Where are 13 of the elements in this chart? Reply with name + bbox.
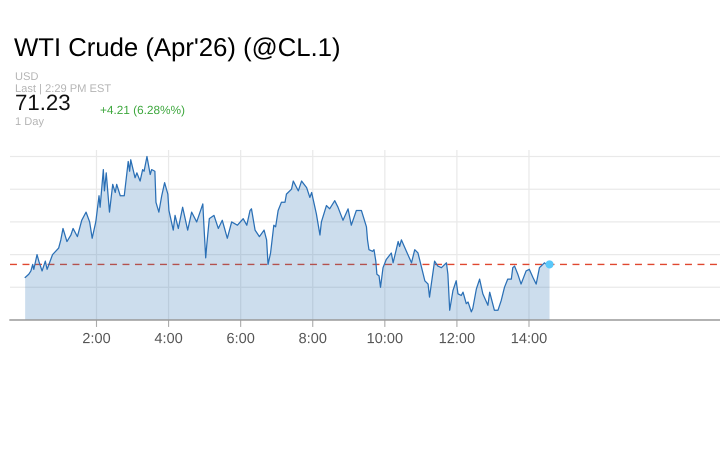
x-tick-label: 12:00 <box>440 332 475 344</box>
x-tick-label: 4:00 <box>154 332 182 344</box>
x-tick-label: 10:00 <box>368 332 402 344</box>
text: 1 Day <box>16 117 44 128</box>
x-tick-label: 2:00 <box>83 332 110 344</box>
text: 71.23 <box>16 94 70 110</box>
text: +4.21 (6.28%%) <box>100 105 184 116</box>
text: Last | 2:29 PM EST <box>16 84 111 94</box>
x-tick-label: 14:00 <box>512 332 547 344</box>
x-tick-label: 6:00 <box>227 332 254 344</box>
x-tick-label: 8:00 <box>299 332 326 344</box>
chart-title: WTI Crude (Apr'26) (@CL.1) <box>14 37 339 62</box>
text: USD <box>16 72 38 80</box>
